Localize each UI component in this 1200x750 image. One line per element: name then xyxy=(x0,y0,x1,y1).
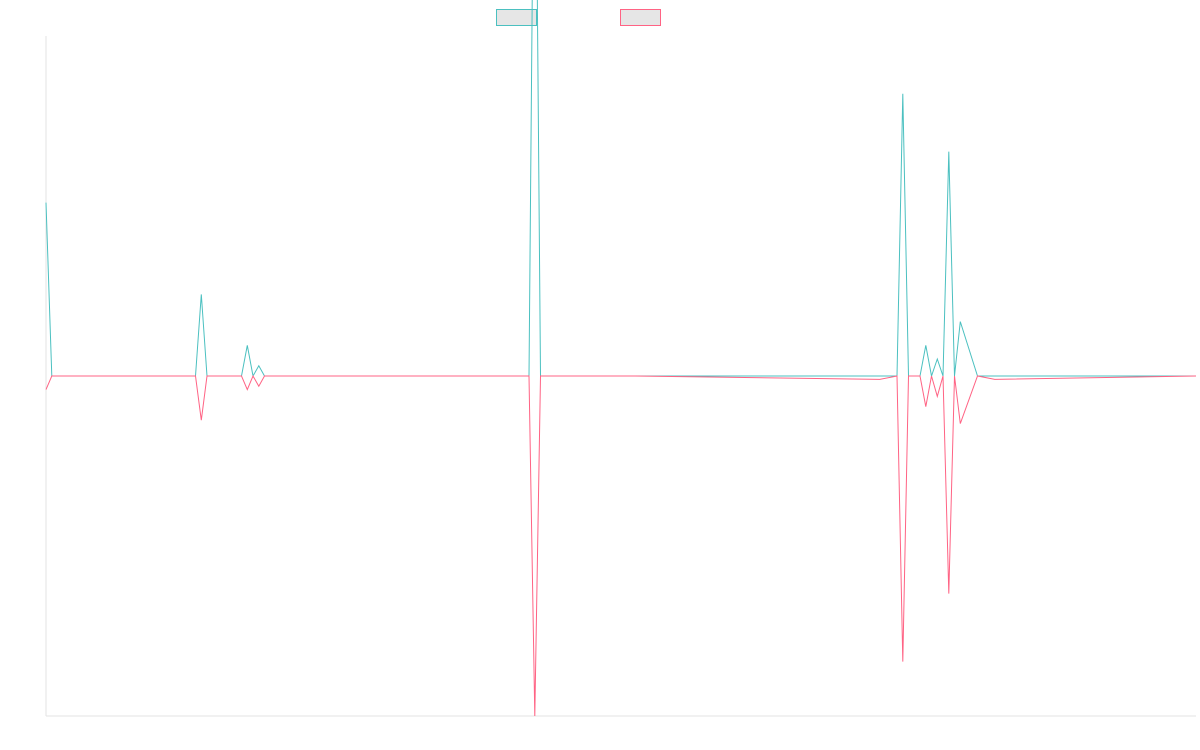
series-line-2 xyxy=(45,374,1197,717)
series-line-1 xyxy=(45,0,1196,378)
legend[interactable] xyxy=(496,9,661,26)
series-layer xyxy=(45,0,1197,717)
legend-swatch-2[interactable] xyxy=(620,9,661,26)
axes xyxy=(45,36,1196,717)
legend-swatch-1[interactable] xyxy=(496,9,537,26)
